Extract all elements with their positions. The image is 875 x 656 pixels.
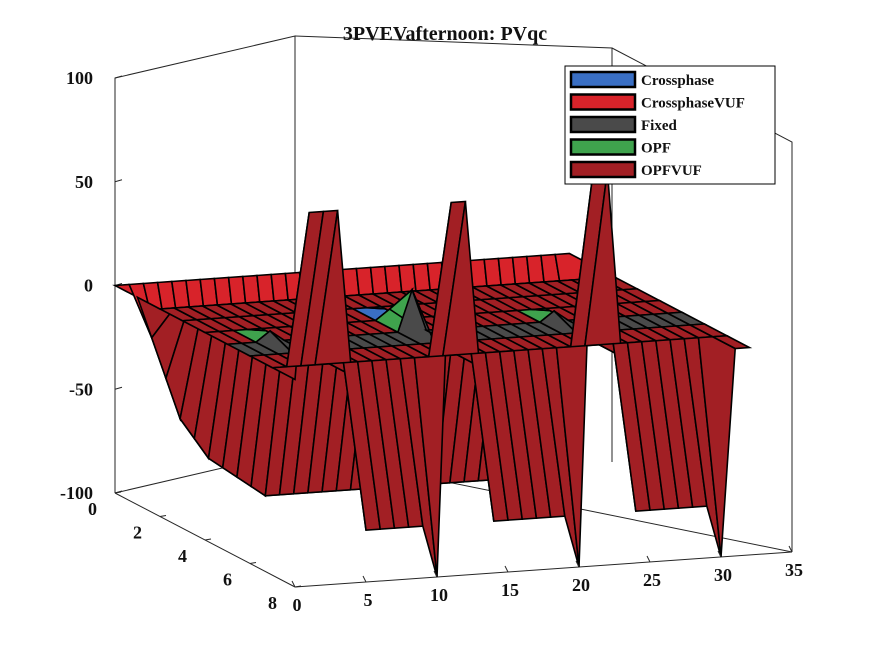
- x-tick-label: 5: [364, 590, 373, 610]
- y-tick-mark: [249, 562, 257, 564]
- x-tick-mark: [575, 560, 580, 568]
- x-tick-mark: [788, 545, 793, 553]
- z-tick-label: 0: [84, 276, 93, 296]
- chart-title: 3PVEVafternoon: PVqc: [343, 23, 547, 45]
- y-tick-label: 0: [88, 499, 97, 519]
- z-tick-mark: [114, 386, 123, 390]
- x-tick-label: 30: [714, 565, 732, 585]
- surface-front-layer: [269, 169, 753, 578]
- x-tick-label: 15: [501, 580, 519, 600]
- z-tick-labels: 100 50 0 -50 -100: [60, 68, 93, 503]
- y-tick-mark: [294, 585, 302, 588]
- x-tick-label: 0: [293, 595, 302, 615]
- legend-swatch: [569, 93, 637, 111]
- x-tick-label: 35: [785, 560, 803, 580]
- x-tick-label: 25: [643, 570, 661, 590]
- legend-entry: Crossphase: [641, 73, 714, 89]
- y-tick-label: 2: [133, 523, 142, 543]
- z-tick-mark: [114, 179, 123, 183]
- legend: Crossphase CrossphaseVUF Fixed OPF OPFVUF: [564, 65, 776, 185]
- x-tick-labels: 0 5 10 15 20 25 30 35: [291, 545, 803, 615]
- surface-patch: [709, 334, 753, 350]
- legend-entry: CrossphaseVUF: [641, 96, 745, 112]
- z-tick-label: 50: [75, 172, 93, 192]
- y-tick-label: 8: [268, 593, 277, 613]
- z-tick-label: -100: [60, 483, 93, 503]
- legend-entry: OPFVUF: [641, 163, 702, 179]
- z-tick-mark: [114, 75, 123, 79]
- x-tick-mark: [362, 575, 367, 583]
- legend-swatch: [569, 115, 637, 134]
- x-tick-mark: [433, 570, 438, 578]
- legend-entry: Fixed: [641, 118, 677, 134]
- y-tick-mark: [204, 538, 212, 541]
- z-tick-label: -50: [69, 379, 93, 399]
- y-tick-labels: 0 2 4 6 8: [88, 491, 302, 613]
- y-tick-mark: [159, 515, 167, 517]
- x-tick-mark: [504, 565, 509, 573]
- x-tick-label: 20: [572, 575, 590, 595]
- legend-swatch: [569, 160, 637, 179]
- x-tick-label: 10: [430, 585, 448, 605]
- x-tick-mark: [291, 580, 296, 588]
- y-tick-label: 4: [178, 546, 187, 566]
- x-tick-mark: [646, 555, 651, 563]
- legend-entry: OPF: [641, 141, 671, 157]
- y-tick-label: 6: [223, 570, 232, 590]
- legend-swatch: [569, 70, 637, 89]
- x-tick-mark: [717, 550, 722, 558]
- y-tick-mark: [114, 491, 122, 494]
- z-tick-label: 100: [66, 68, 93, 88]
- legend-swatch: [569, 138, 637, 156]
